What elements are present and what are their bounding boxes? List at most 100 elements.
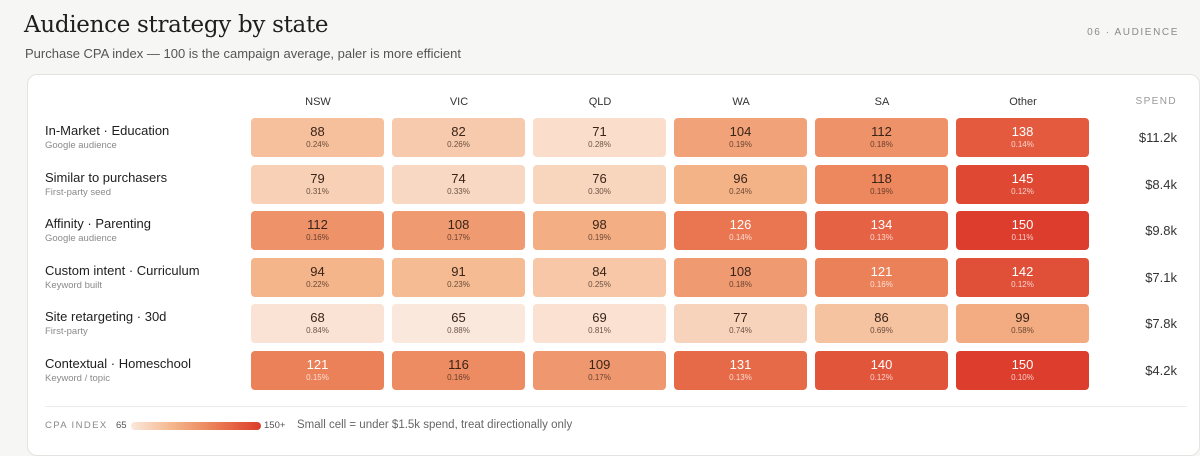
heatmap-cell: 126 0.14% [674, 211, 807, 251]
heatmap-cell: 142 0.12% [956, 257, 1089, 297]
cell-index-value: 98 [592, 217, 607, 233]
cell-rate-value: 0.74% [729, 326, 752, 336]
row-spend: $7.1k [1145, 269, 1177, 285]
heatmap-card: SPEND CPA INDEX 65 150+ Small cell = und… [27, 74, 1200, 456]
spend-column-header: SPEND [1135, 96, 1177, 107]
cell-rate-value: 0.31% [306, 186, 329, 196]
cell-index-value: 84 [592, 263, 607, 279]
cell-rate-value: 0.15% [306, 373, 329, 382]
row-spend: $11.2k [1138, 130, 1177, 145]
cell-rate-value: 0.33% [447, 186, 470, 196]
cell-rate-value: 0.14% [1011, 140, 1034, 149]
cell-index-value: 68 [310, 310, 325, 326]
row-label: Similar to purchasers [45, 169, 168, 185]
cell-index-value: 142 [1011, 263, 1034, 279]
cell-index-value: 131 [729, 357, 752, 372]
row-sublabel: Keyword / topic [45, 373, 110, 384]
cell-rate-value: 0.16% [447, 373, 470, 382]
cell-rate-value: 0.26% [447, 140, 470, 149]
heatmap-cell: 84 0.25% [533, 257, 666, 297]
heatmap-cell: 131 0.13% [674, 351, 807, 390]
heatmap-cell: 121 0.15% [251, 351, 384, 390]
cell-rate-value: 0.69% [870, 326, 893, 336]
cell-rate-value: 0.22% [306, 279, 329, 289]
heatmap-cell: 109 0.17% [533, 351, 666, 390]
heatmap-cell: 138 0.14% [956, 118, 1089, 157]
cell-rate-value: 0.19% [588, 233, 611, 243]
cell-index-value: 108 [729, 263, 752, 279]
cell-rate-value: 0.25% [588, 279, 611, 289]
cell-index-value: 138 [1011, 124, 1034, 139]
cell-rate-value: 0.28% [588, 140, 611, 149]
cell-rate-value: 0.12% [1011, 279, 1034, 289]
cell-rate-value: 0.17% [588, 373, 611, 382]
cell-rate-value: 0.11% [1011, 233, 1034, 243]
cell-rate-value: 0.19% [870, 186, 893, 196]
heatmap-cell: 76 0.30% [533, 164, 666, 204]
row-label: In-Market · Education [45, 123, 170, 138]
heatmap-cell: 79 0.31% [251, 164, 384, 204]
row-spend: $9.8k [1145, 223, 1177, 239]
row-label: Custom intent · Curriculum [45, 262, 200, 278]
column-header-other: Other [1009, 96, 1037, 108]
column-header-vic: VIC [449, 96, 469, 108]
row-spend: $4.2k [1145, 363, 1177, 378]
cell-rate-value: 0.10% [1011, 373, 1034, 382]
row-sublabel: Keyword built [45, 279, 103, 291]
cell-index-value: 109 [588, 357, 611, 372]
cell-index-value: 121 [306, 357, 329, 372]
section-tag: 06 · AUDIENCE [1087, 27, 1179, 38]
heatmap-cell: 74 0.33% [392, 164, 525, 204]
cell-rate-value: 0.30% [588, 186, 611, 196]
heatmap-cell: 108 0.18% [674, 257, 807, 297]
cell-index-value: 77 [733, 310, 748, 326]
heatmap-cell: 94 0.22% [251, 257, 384, 297]
cell-index-value: 145 [1011, 170, 1034, 186]
legend-max: 150+ [264, 420, 286, 431]
cell-rate-value: 0.81% [588, 326, 611, 336]
heatmap-cell: 68 0.84% [251, 304, 384, 344]
heatmap-cell: 150 0.11% [956, 211, 1089, 251]
row-sublabel: Google audience [45, 140, 117, 151]
row-sublabel: Google audience [45, 233, 117, 245]
cell-rate-value: 0.12% [1011, 186, 1034, 196]
page-subtitle: Purchase CPA index — 100 is the campaign… [25, 46, 461, 61]
row-label: Affinity · Parenting [45, 216, 151, 232]
row-label: Site retargeting · 30d [45, 309, 167, 325]
heatmap-cell: 140 0.12% [815, 351, 948, 390]
heatmap-cell: 96 0.24% [674, 164, 807, 204]
cell-rate-value: 0.13% [870, 233, 893, 243]
cell-index-value: 71 [592, 124, 607, 139]
heatmap-cell: 104 0.19% [674, 118, 807, 157]
cell-rate-value: 0.24% [729, 186, 752, 196]
heatmap-cell: 108 0.17% [392, 211, 525, 251]
heatmap-cell: 82 0.26% [392, 118, 525, 157]
heatmap-cell: 71 0.28% [533, 118, 666, 157]
cell-rate-value: 0.16% [306, 233, 329, 243]
heatmap-cell: 99 0.58% [956, 304, 1089, 344]
cell-rate-value: 0.18% [729, 279, 752, 289]
cell-index-value: 86 [874, 310, 889, 326]
column-header-wa: WA [732, 96, 750, 108]
heatmap-cell: 145 0.12% [956, 164, 1089, 204]
cell-index-value: 104 [729, 124, 752, 139]
cell-index-value: 140 [870, 357, 893, 372]
row-sublabel: First-party seed [45, 186, 111, 198]
cell-index-value: 126 [729, 217, 752, 233]
cell-rate-value: 0.19% [729, 140, 752, 149]
cell-index-value: 116 [448, 357, 469, 372]
cell-rate-value: 0.23% [447, 279, 470, 289]
cell-index-value: 150 [1011, 357, 1034, 372]
cell-rate-value: 0.18% [870, 140, 893, 149]
cell-index-value: 108 [447, 217, 470, 233]
cell-rate-value: 0.88% [447, 326, 470, 336]
column-header-sa: SA [874, 96, 890, 108]
legend-divider [45, 406, 1187, 407]
cell-index-value: 91 [451, 263, 466, 279]
cell-rate-value: 0.16% [870, 279, 893, 289]
page-title: Audience strategy by state [24, 12, 329, 38]
heatmap-cell: 77 0.74% [674, 304, 807, 344]
heatmap-cell: 118 0.19% [815, 164, 948, 204]
cell-index-value: 112 [871, 124, 892, 139]
legend-min: 65 [116, 420, 127, 431]
